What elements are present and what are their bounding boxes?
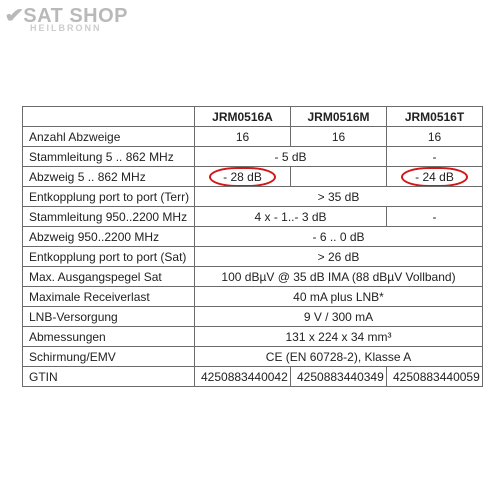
table-row: Entkopplung port to port (Sat)> 26 dB bbox=[23, 247, 483, 267]
row-label: Stammleitung 5 .. 862 MHz bbox=[23, 147, 195, 167]
table-cell: 16 bbox=[291, 127, 387, 147]
header-blank bbox=[23, 107, 195, 127]
table-cell: 100 dBµV @ 35 dB IMA (88 dBµV Vollband) bbox=[195, 267, 483, 287]
table-row: Schirmung/EMVCE (EN 60728-2), Klasse A bbox=[23, 347, 483, 367]
row-label: Entkopplung port to port (Terr) bbox=[23, 187, 195, 207]
table-header-row: JRM0516A JRM0516M JRM0516T bbox=[23, 107, 483, 127]
table-cell: 4250883440349 bbox=[291, 367, 387, 387]
table-row: Abzweig 950..2200 MHz- 6 .. 0 dB bbox=[23, 227, 483, 247]
table-row: Stammleitung 5 .. 862 MHz- 5 dB- bbox=[23, 147, 483, 167]
table-row: Entkopplung port to port (Terr)> 35 dB bbox=[23, 187, 483, 207]
highlight-circle bbox=[209, 167, 276, 187]
table-cell: - bbox=[387, 147, 483, 167]
table-cell: - 28 dB bbox=[195, 167, 291, 187]
row-label: Abzweig 950..2200 MHz bbox=[23, 227, 195, 247]
table-cell: 4250883440042 bbox=[195, 367, 291, 387]
table-row: Anzahl Abzweige161616 bbox=[23, 127, 483, 147]
table-cell: - 24 dB bbox=[387, 167, 483, 187]
table-body: Anzahl Abzweige161616Stammleitung 5 .. 8… bbox=[23, 127, 483, 387]
table-cell: 4250883440059 bbox=[387, 367, 483, 387]
table-cell: 4 x - 1..- 3 dB bbox=[195, 207, 387, 227]
table-cell: - 5 dB bbox=[195, 147, 387, 167]
table-cell: > 35 dB bbox=[195, 187, 483, 207]
table-cell: CE (EN 60728-2), Klasse A bbox=[195, 347, 483, 367]
table-row: LNB-Versorgung9 V / 300 mA bbox=[23, 307, 483, 327]
highlight-circle bbox=[401, 167, 468, 187]
table-row: Abmessungen131 x 224 x 34 mm³ bbox=[23, 327, 483, 347]
table-row: Maximale Receiverlast40 mA plus LNB* bbox=[23, 287, 483, 307]
row-label: Anzahl Abzweige bbox=[23, 127, 195, 147]
row-label: LNB-Versorgung bbox=[23, 307, 195, 327]
row-label: Maximale Receiverlast bbox=[23, 287, 195, 307]
header-col-a: JRM0516A bbox=[195, 107, 291, 127]
table-cell: > 26 dB bbox=[195, 247, 483, 267]
row-label: Schirmung/EMV bbox=[23, 347, 195, 367]
table-row: Stammleitung 950..2200 MHz4 x - 1..- 3 d… bbox=[23, 207, 483, 227]
header-col-m: JRM0516M bbox=[291, 107, 387, 127]
table-cell: - bbox=[387, 207, 483, 227]
row-label: Stammleitung 950..2200 MHz bbox=[23, 207, 195, 227]
row-label: Abzweig 5 .. 862 MHz bbox=[23, 167, 195, 187]
brand-logo: ✔SAT SHOP HEILBRONN bbox=[6, 6, 128, 33]
table-cell: - 6 .. 0 dB bbox=[195, 227, 483, 247]
spec-table: JRM0516A JRM0516M JRM0516T Anzahl Abzwei… bbox=[22, 106, 483, 387]
row-label: GTIN bbox=[23, 367, 195, 387]
table-cell: 131 x 224 x 34 mm³ bbox=[195, 327, 483, 347]
table-row: Max. Ausgangspegel Sat100 dBµV @ 35 dB I… bbox=[23, 267, 483, 287]
table-cell: 16 bbox=[387, 127, 483, 147]
row-label: Entkopplung port to port (Sat) bbox=[23, 247, 195, 267]
header-col-t: JRM0516T bbox=[387, 107, 483, 127]
table-cell: 40 mA plus LNB* bbox=[195, 287, 483, 307]
spec-table-container: JRM0516A JRM0516M JRM0516T Anzahl Abzwei… bbox=[22, 106, 478, 387]
table-cell: 9 V / 300 mA bbox=[195, 307, 483, 327]
table-row: Abzweig 5 .. 862 MHz- 28 dB - 24 dB bbox=[23, 167, 483, 187]
logo-check-icon: ✔ bbox=[4, 6, 25, 26]
row-label: Max. Ausgangspegel Sat bbox=[23, 267, 195, 287]
table-row: GTIN425088344004242508834403494250883440… bbox=[23, 367, 483, 387]
table-cell bbox=[291, 167, 387, 187]
row-label: Abmessungen bbox=[23, 327, 195, 347]
table-cell: 16 bbox=[195, 127, 291, 147]
